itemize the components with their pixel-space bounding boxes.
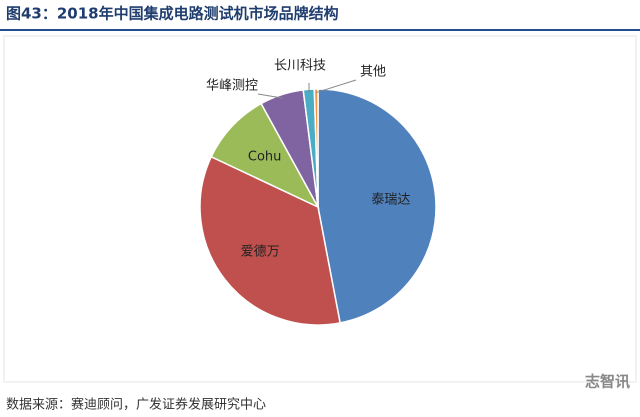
- leader-line: [316, 79, 357, 94]
- slice-label: 爱德万: [241, 244, 280, 259]
- slice-label: 泰瑞达: [371, 193, 410, 208]
- pie-slice: [317, 88, 437, 324]
- source-note: 数据来源：赛迪顾问，广发证券发展研究中心: [6, 397, 266, 413]
- slice-label: Cohu: [248, 149, 282, 164]
- slice-label: 长川科技: [274, 59, 326, 74]
- chart-title: 图43：2018年中国集成电路测试机市场品牌结构: [6, 5, 339, 23]
- slice-label: 华峰测控: [206, 79, 258, 94]
- pie-slice: [210, 102, 320, 209]
- watermark: 志智讯: [585, 373, 630, 391]
- slice-label: 其他: [360, 65, 386, 80]
- leader-line: [257, 93, 283, 99]
- plot-frame: [3, 35, 637, 383]
- pie-slice: [199, 155, 341, 326]
- pie-slice: [313, 88, 319, 208]
